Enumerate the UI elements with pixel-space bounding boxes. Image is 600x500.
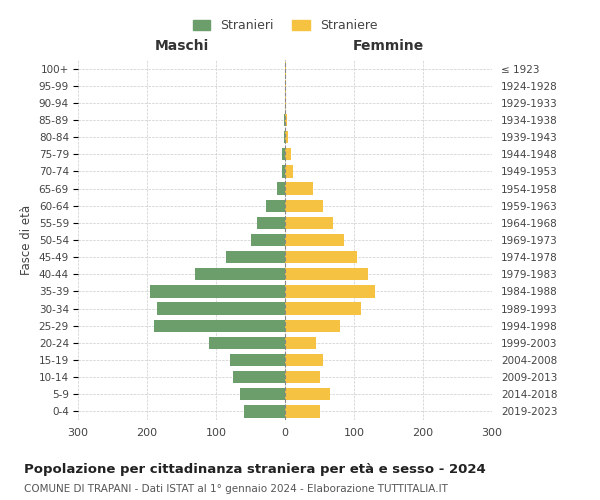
Bar [285,148,290,160]
Bar [285,80,286,92]
Legend: Stranieri, Straniere: Stranieri, Straniere [193,20,377,32]
Bar [284,131,285,143]
Bar [285,320,340,332]
Bar [285,388,330,400]
Bar [285,200,323,212]
Bar [285,336,316,349]
Text: Maschi: Maschi [154,39,209,53]
Bar [285,371,320,384]
Bar [285,251,358,264]
Bar [244,406,285,417]
Bar [281,166,285,177]
Bar [285,166,293,177]
Bar [151,286,285,298]
Text: Femmine: Femmine [353,39,424,53]
Bar [157,302,285,314]
Bar [285,406,320,417]
Bar [233,371,285,384]
Bar [209,336,285,349]
Text: Popolazione per cittadinanza straniera per età e sesso - 2024: Popolazione per cittadinanza straniera p… [24,462,486,475]
Bar [284,114,285,126]
Bar [251,234,285,246]
Text: COMUNE DI TRAPANI - Dati ISTAT al 1° gennaio 2024 - Elaborazione TUTTITALIA.IT: COMUNE DI TRAPANI - Dati ISTAT al 1° gen… [24,484,448,494]
Bar [230,354,285,366]
Bar [240,388,285,400]
Bar [285,286,374,298]
Bar [285,354,323,366]
Bar [277,182,285,194]
Bar [285,268,368,280]
Bar [154,320,285,332]
Bar [282,148,285,160]
Bar [196,268,285,280]
Bar [285,96,286,109]
Y-axis label: Anni di nascita: Anni di nascita [596,196,600,284]
Bar [285,62,286,74]
Bar [285,302,361,314]
Y-axis label: Fasce di età: Fasce di età [20,205,33,275]
Bar [285,114,287,126]
Bar [266,200,285,212]
Bar [285,182,313,194]
Bar [226,251,285,264]
Bar [285,131,288,143]
Bar [285,216,334,229]
Bar [257,216,285,229]
Bar [285,234,344,246]
